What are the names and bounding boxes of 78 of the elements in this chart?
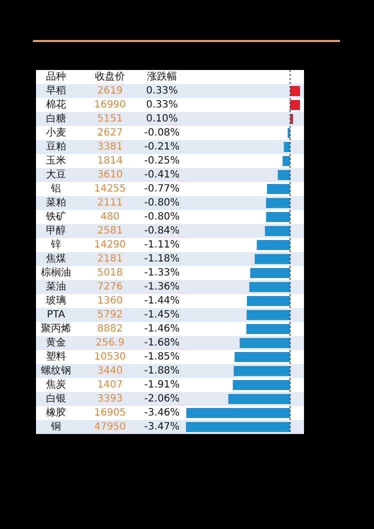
y-tick-label: 铁矿 — [45, 210, 66, 222]
text: 3610 — [97, 170, 123, 180]
data-label: -1.46% — [144, 324, 180, 334]
y-tick-label: 塑料 — [46, 350, 66, 362]
data-label: -0.80% — [144, 212, 180, 222]
text: 1814 — [97, 156, 123, 166]
data-label: -1.44% — [144, 296, 180, 306]
data-label: -1.11% — [144, 240, 180, 250]
text: 16905 — [94, 408, 126, 418]
text: 8882 — [97, 324, 123, 334]
text: 2111 — [97, 198, 123, 208]
text: 1360 — [97, 296, 123, 306]
text: 10530 — [94, 352, 126, 362]
data-label: -1.91% — [144, 380, 180, 390]
data-label: -2.06% — [144, 394, 180, 404]
data-label: -0.21% — [144, 142, 180, 152]
data-label: 0.33% — [146, 86, 178, 96]
y-tick-label: 小麦 — [46, 126, 66, 138]
text: 3393 — [97, 394, 123, 404]
y-tick-label: 大豆 — [46, 168, 66, 180]
y-tick-label: 白糖 — [46, 112, 66, 124]
data-label: -0.77% — [144, 184, 180, 194]
data-label: -0.25% — [144, 156, 180, 166]
y-tick-label: 早稻 — [46, 86, 66, 96]
y-tick-label: 焦煤 — [46, 252, 66, 264]
text: 7276 — [97, 282, 123, 292]
text: 2581 — [97, 226, 123, 236]
text: 256.9 — [96, 338, 124, 348]
y-tick-label: 橡胶 — [46, 406, 66, 418]
text: 5018 — [97, 268, 123, 278]
text: 1407 — [97, 380, 123, 390]
y-tick-label: 菜油 — [46, 280, 66, 292]
data-label: -1.88% — [144, 366, 180, 376]
data-label: -0.80% — [144, 198, 180, 208]
y-tick-label: 铝 — [50, 184, 61, 194]
y-tick-label: 锌 — [50, 238, 61, 250]
data-label: 0.33% — [146, 100, 178, 110]
y-tick-label: 菜粕 — [46, 196, 66, 208]
data-label: -0.41% — [144, 170, 180, 180]
y-tick-label: 豆粕 — [46, 142, 66, 152]
y-tick-label: 铜 — [50, 422, 61, 432]
data-label: -1.36% — [144, 282, 180, 292]
y-tick-label: 玻璃 — [46, 294, 66, 306]
y-tick-label: 棉花 — [46, 98, 66, 110]
text: 16990 — [94, 100, 126, 110]
y-tick-label: 聚丙烯 — [41, 322, 71, 334]
text: 收盘价 — [95, 70, 125, 82]
text: 14290 — [94, 240, 126, 250]
data-label: -1.18% — [144, 254, 180, 264]
y-tick-label: 玉米 — [46, 154, 66, 166]
y-tick-label: 螺纹钢 — [41, 364, 71, 376]
text: 2619 — [97, 86, 123, 96]
text: 3381 — [97, 142, 123, 152]
text: 14255 — [94, 184, 126, 194]
text: 5151 — [97, 114, 123, 124]
data-label: -1.33% — [144, 268, 180, 278]
y-tick-label: PTA — [46, 310, 66, 320]
data-label: -3.46% — [144, 408, 180, 418]
text: 480 — [100, 212, 120, 222]
data-label: -3.47% — [144, 422, 180, 432]
data-label: -0.08% — [144, 128, 180, 138]
text: 品种 — [46, 70, 66, 82]
data-label: -1.45% — [144, 310, 180, 320]
data-label: -1.85% — [144, 352, 180, 362]
data-label: 0.10% — [146, 114, 178, 124]
text: 涨跌幅 — [147, 70, 177, 82]
text: 2627 — [97, 128, 123, 138]
y-tick-label: 甲醇 — [46, 224, 66, 236]
data-label: -1.68% — [144, 338, 180, 348]
text: 47950 — [94, 422, 126, 432]
y-tick-label: 黄金 — [46, 336, 66, 348]
text: 3440 — [97, 366, 123, 376]
y-tick-label: 焦炭 — [46, 378, 66, 390]
y-tick-label: 棕榈油 — [41, 266, 71, 278]
text: 5792 — [97, 310, 123, 320]
text: 2181 — [97, 254, 123, 264]
y-tick-label: 白银 — [46, 392, 66, 404]
data-label: -0.84% — [144, 226, 180, 236]
